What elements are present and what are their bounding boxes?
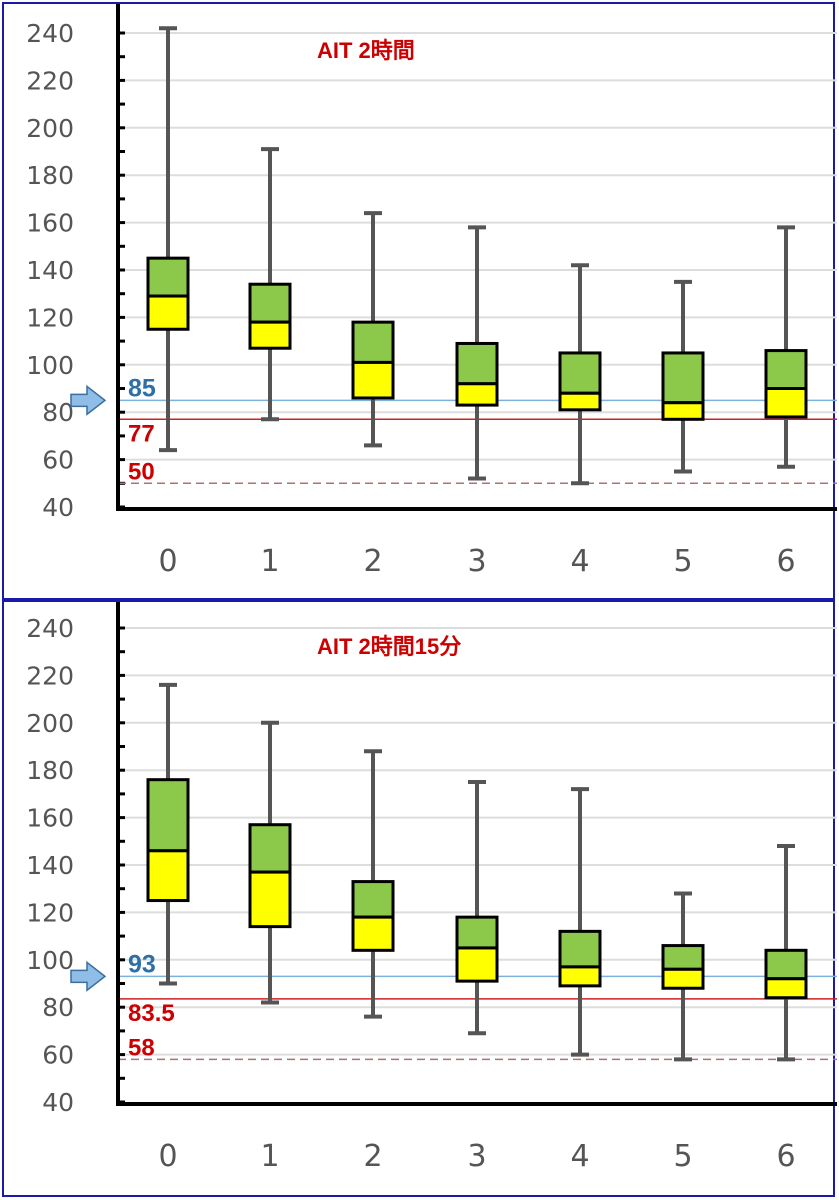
chart-title: AIT 2時間: [317, 38, 415, 63]
y-tick-label: 160: [26, 804, 74, 833]
box-4: [558, 787, 602, 1057]
x-tick-label: 3: [467, 1139, 486, 1174]
x-tick-label: 2: [363, 544, 382, 579]
box-5: [661, 891, 705, 1062]
box-upper: [455, 915, 499, 950]
chart-title: AIT 2時間15分: [317, 634, 461, 659]
chart-panel-2h15m: 40 60 80 100 120 140 160 180 200 220 240 93 83.5 58 0 1…: [2, 600, 837, 1197]
box-0: [146, 26, 190, 453]
reference-label-0: 93: [128, 950, 156, 978]
y-tick-label: 100: [26, 946, 74, 975]
y-tick-label: 40: [42, 493, 74, 522]
box-lower: [455, 382, 499, 407]
y-tick-label: 220: [26, 66, 74, 95]
box-upper: [764, 948, 808, 981]
box-lower: [248, 870, 292, 929]
x-tick-label: 5: [673, 1139, 692, 1174]
box-upper: [558, 929, 602, 969]
box-1: [248, 147, 292, 422]
box-plot-2h: 40 60 80 100 120 140 160 180 200 220 240 85 77 50 0 1 2 3…: [26, 4, 837, 579]
box-lower: [661, 401, 705, 421]
box-3: [455, 225, 499, 481]
y-tick-label: 160: [26, 209, 74, 238]
box-lower: [455, 946, 499, 983]
x-tick-label: 4: [570, 544, 589, 579]
box-lower: [764, 977, 808, 1000]
box-lower: [558, 391, 602, 412]
y-tick-label: 60: [42, 1041, 74, 1070]
x-tick-label: 2: [363, 1139, 382, 1174]
box-upper: [146, 778, 190, 853]
box-upper: [146, 256, 190, 298]
arrow-icon: [70, 384, 107, 416]
box-0: [146, 682, 190, 986]
x-tick-label: 4: [570, 1139, 589, 1174]
reference-label-1: 83.5: [128, 1000, 175, 1027]
y-tick-label: 120: [26, 303, 74, 332]
x-tick-label: 5: [673, 544, 692, 579]
box-upper: [558, 351, 602, 395]
y-tick-label: 180: [26, 756, 74, 785]
box-lower: [764, 387, 808, 419]
box-3: [455, 780, 499, 1036]
chart-panel-2h: 40 60 80 100 120 140 160 180 200 220 240 85 77 50 0 1 2 3…: [2, 2, 837, 600]
arrow-icon: [70, 960, 107, 992]
reference-label-2: 58: [128, 1034, 155, 1061]
y-tick-label: 240: [26, 19, 74, 48]
box-upper: [248, 823, 292, 874]
y-tick-label: 80: [42, 993, 74, 1022]
y-tick-label: 140: [26, 851, 74, 880]
y-tick-label: 200: [26, 114, 74, 143]
x-tick-label: 1: [260, 544, 279, 579]
box-lower: [248, 320, 292, 350]
box-4: [558, 263, 602, 486]
x-tick-label: 0: [158, 544, 177, 579]
x-tick-label: 0: [158, 1139, 177, 1174]
box-6: [764, 225, 808, 469]
box-lower: [558, 965, 602, 988]
box-lower: [146, 849, 190, 903]
y-tick-label: 40: [42, 1088, 74, 1117]
box-2: [351, 749, 395, 1019]
y-tick-label: 180: [26, 161, 74, 190]
box-upper: [661, 944, 705, 971]
box-upper: [351, 320, 395, 364]
box-2: [351, 211, 395, 448]
box-lower: [351, 915, 395, 952]
box-upper: [455, 341, 499, 386]
y-tick-label: 100: [26, 351, 74, 380]
box-plot-2h15m: 40 60 80 100 120 140 160 180 200 220 240 93 83.5 58 0 1…: [26, 602, 837, 1174]
reference-label-2: 50: [128, 458, 155, 485]
y-tick-label: 140: [26, 256, 74, 285]
y-tick-label: 80: [42, 398, 74, 427]
y-tick-label: 60: [42, 446, 74, 475]
box-6: [764, 844, 808, 1062]
x-tick-label: 6: [776, 1139, 795, 1174]
box-upper: [764, 349, 808, 390]
box-1: [248, 720, 292, 1005]
reference-label-0: 85: [128, 374, 156, 402]
box-upper: [248, 282, 292, 324]
x-tick-label: 6: [776, 544, 795, 579]
box-lower: [661, 967, 705, 990]
y-tick-label: 240: [26, 614, 74, 643]
box-lower: [146, 294, 190, 331]
y-tick-label: 120: [26, 898, 74, 927]
box-upper: [351, 880, 395, 919]
box-lower: [351, 360, 395, 400]
y-tick-label: 220: [26, 661, 74, 690]
x-tick-label: 3: [467, 544, 486, 579]
x-tick-label: 1: [260, 1139, 279, 1174]
y-tick-label: 200: [26, 709, 74, 738]
reference-label-1: 77: [128, 420, 155, 447]
box-upper: [661, 351, 705, 405]
box-5: [661, 279, 705, 474]
